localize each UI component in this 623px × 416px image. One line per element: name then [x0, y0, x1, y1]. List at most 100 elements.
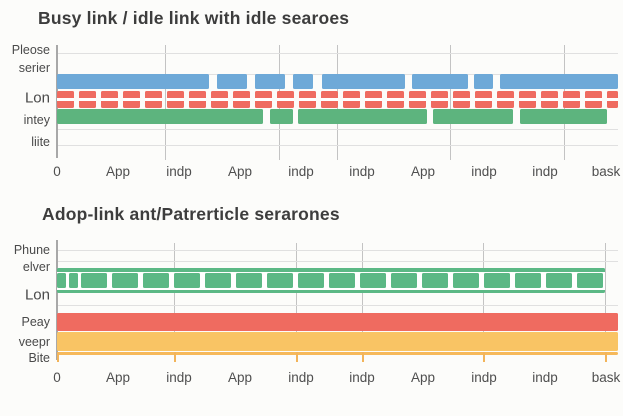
double-dash-segment [475, 91, 492, 108]
bar-segment-solid-orange-bar [57, 332, 618, 351]
x-tick-label: App [105, 370, 131, 385]
bar-segment-busy-link-blue [500, 74, 618, 89]
plot-area-adop-link: 0 App indp App indp indp App indp indp bask [53, 240, 620, 385]
double-dash-segment [409, 91, 426, 108]
double-dash-segment [79, 91, 96, 108]
double-dash-segment [255, 91, 272, 108]
vertical-gridline [362, 243, 363, 347]
film-strip-block [236, 273, 262, 288]
film-strip-block [360, 273, 386, 288]
vertical-gridline [483, 243, 484, 347]
bar-segment-idle-searoes-green [433, 109, 513, 124]
film-strip-block [546, 273, 572, 288]
vertical-gridline [165, 45, 166, 160]
double-dash-segment [453, 91, 470, 108]
vertical-gridline [174, 243, 175, 347]
chart-title-adop-link: Adop-link ant/Patrerticle serarones [42, 204, 340, 224]
double-dash-segment [145, 91, 162, 108]
film-strip-block [484, 273, 510, 288]
plot-area-busy-link: 0 App indp App indp indp App indp indp bask [53, 45, 620, 179]
bar-segment-busy-link-blue [255, 74, 285, 89]
film-strip-block [174, 273, 200, 288]
bar-segment-busy-link-blue [57, 74, 209, 89]
x-tick-label: indp [288, 370, 314, 385]
row-label: Lon [24, 286, 50, 304]
x-tick-label: bask [591, 370, 621, 385]
film-strip-block [422, 273, 448, 288]
x-tick-label: App [105, 164, 131, 179]
horizontal-gridline [57, 250, 618, 251]
x-tick-label: App [410, 164, 436, 179]
y-axis-line [56, 240, 58, 360]
x-tick-label: indp [166, 164, 192, 179]
double-dash-segment [519, 91, 536, 108]
row-label: veepr [18, 335, 50, 349]
bar-segment-busy-link-blue [474, 74, 493, 89]
bar-segment-idle-searoes-green [298, 109, 427, 124]
vertical-gridline [605, 243, 606, 347]
row-label: Pleose [11, 43, 50, 57]
bar-segment-thin-orange-line [57, 352, 618, 355]
bar-segment-idle-searoes-green [57, 109, 263, 124]
double-dash-segment [211, 91, 228, 108]
row-label: intey [23, 113, 50, 127]
film-strip-block [205, 273, 231, 288]
bar-segment-busy-link-blue [217, 74, 247, 89]
horizontal-gridline [57, 261, 618, 262]
double-dash-segment [167, 91, 184, 108]
double-dash-segment [563, 91, 580, 108]
x-tick-label: indp [532, 370, 558, 385]
x-tick-label: App [227, 370, 253, 385]
x-tick-label: 0 [53, 370, 61, 385]
x-tick-label: indp [532, 164, 558, 179]
double-dash-segment [299, 91, 316, 108]
film-strip-block [329, 273, 355, 288]
horizontal-gridline [57, 129, 618, 130]
film-strip-block [112, 273, 138, 288]
vertical-gridline [450, 45, 451, 160]
double-dash-segment [57, 91, 74, 108]
film-strip-block [453, 273, 479, 288]
bar-segment-idle-searoes-green [270, 109, 293, 124]
horizontal-gridline [57, 53, 618, 54]
double-dash-segment [607, 91, 618, 108]
bar-segment-busy-link-blue [412, 74, 468, 89]
x-tick-label: indp [349, 164, 375, 179]
film-strip-block [267, 273, 293, 288]
double-dash-segment [233, 91, 250, 108]
x-tick-label: App [227, 164, 253, 179]
double-dash-segment [101, 91, 118, 108]
double-dash-segment [343, 91, 360, 108]
axis-tick-stub [57, 352, 59, 362]
double-dash-segment [189, 91, 206, 108]
horizontal-gridline [57, 145, 618, 146]
film-strip-block [57, 273, 66, 288]
row-label: Lon [24, 89, 50, 107]
bar-segment-busy-link-blue [322, 74, 405, 89]
x-tick-label: App [410, 370, 436, 385]
double-dash-segment [277, 91, 294, 108]
double-dash-segment [365, 91, 382, 108]
row-label: Peay [21, 315, 51, 329]
double-dash-segment [497, 91, 514, 108]
axis-tick-stub [483, 352, 485, 362]
axis-tick-stub [362, 352, 364, 362]
double-dash-segment [585, 91, 602, 108]
x-tick-label: indp [471, 370, 497, 385]
row-label: Phune [13, 243, 50, 257]
horizontal-gridline [57, 305, 618, 306]
film-strip-block [515, 273, 541, 288]
chart-title-busy-link: Busy link / idle link with idle searoes [38, 8, 350, 28]
x-tick-label: indp [471, 164, 497, 179]
film-strip-block [69, 273, 78, 288]
double-dash-segment [387, 91, 404, 108]
film-strip-block [298, 273, 324, 288]
y-axis-line [56, 45, 58, 158]
row-label: liite [31, 135, 50, 149]
x-tick-label: bask [591, 164, 621, 179]
film-strip-block [81, 273, 107, 288]
axis-tick-stub [605, 352, 607, 362]
film-strip-block [391, 273, 417, 288]
film-strip-block [577, 273, 603, 288]
